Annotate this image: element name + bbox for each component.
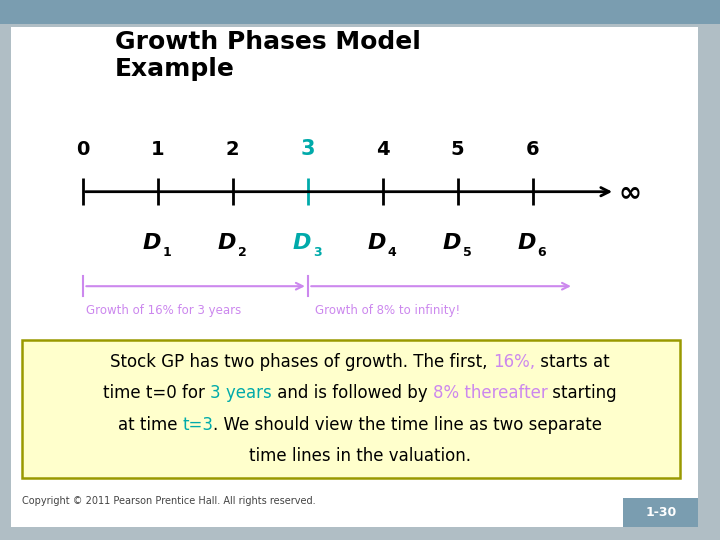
Text: starting: starting: [547, 384, 617, 402]
Text: Growth of 8% to infinity!: Growth of 8% to infinity!: [315, 304, 460, 317]
Text: 1-30: 1-30: [645, 506, 677, 519]
Text: D: D: [443, 233, 461, 253]
Text: 3: 3: [300, 139, 315, 159]
Text: Growth Phases Model
Example: Growth Phases Model Example: [115, 30, 421, 80]
Text: . We should view the time line as two separate: . We should view the time line as two se…: [213, 416, 603, 434]
Text: at time: at time: [117, 416, 182, 434]
Text: 5: 5: [462, 246, 472, 259]
Text: D: D: [143, 233, 161, 253]
Text: t=3: t=3: [182, 416, 213, 434]
Text: D: D: [292, 233, 311, 253]
FancyBboxPatch shape: [22, 340, 680, 478]
Text: 2: 2: [238, 246, 246, 259]
Text: 1: 1: [151, 140, 165, 159]
Text: D: D: [217, 233, 236, 253]
Bar: [623, 498, 698, 526]
Text: D: D: [518, 233, 536, 253]
Bar: [0, 0, 720, 24]
Text: 4: 4: [387, 246, 397, 259]
Text: 16%,: 16%,: [493, 353, 535, 371]
Text: time t=0 for: time t=0 for: [103, 384, 210, 402]
Text: Growth of 16% for 3 years: Growth of 16% for 3 years: [86, 304, 242, 317]
Text: ∞: ∞: [618, 178, 642, 206]
Text: 3 years: 3 years: [210, 384, 272, 402]
Text: 6: 6: [538, 246, 546, 259]
Text: 2: 2: [226, 140, 240, 159]
Text: 1: 1: [163, 246, 171, 259]
Text: starts at: starts at: [535, 353, 610, 371]
Text: 8% thereafter: 8% thereafter: [433, 384, 547, 402]
Text: Stock GP has two phases of growth. The first,: Stock GP has two phases of growth. The f…: [110, 353, 493, 371]
Text: D: D: [368, 233, 386, 253]
Text: time lines in the valuation.: time lines in the valuation.: [249, 447, 471, 465]
Text: 0: 0: [76, 140, 89, 159]
Text: and is followed by: and is followed by: [272, 384, 433, 402]
Text: 6: 6: [526, 140, 539, 159]
Text: Copyright © 2011 Pearson Prentice Hall. All rights reserved.: Copyright © 2011 Pearson Prentice Hall. …: [22, 496, 315, 506]
Text: 4: 4: [376, 140, 390, 159]
Text: 5: 5: [451, 140, 464, 159]
Text: 3: 3: [312, 246, 321, 259]
